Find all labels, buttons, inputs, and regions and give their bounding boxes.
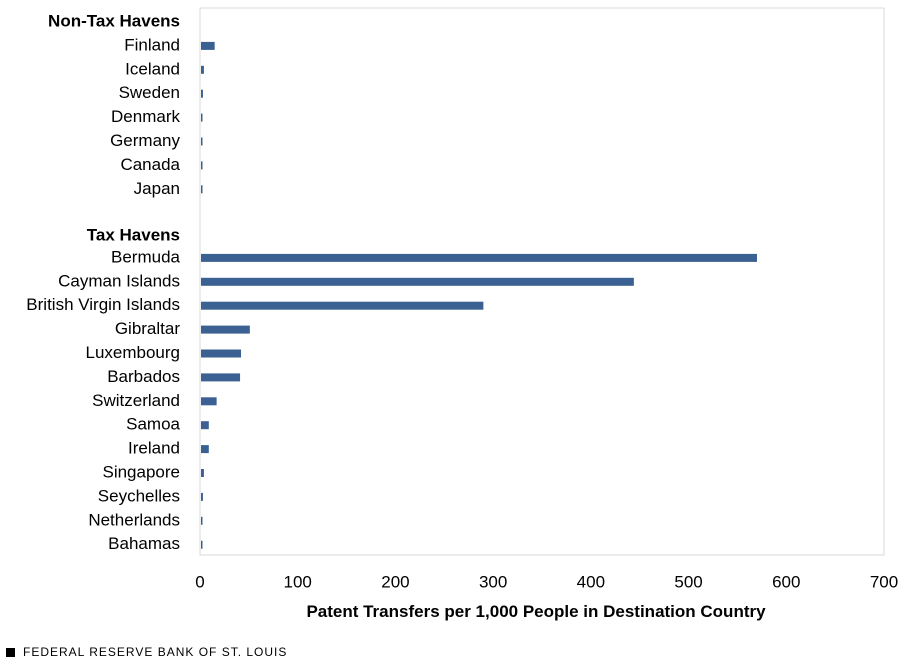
- bar-japan: [201, 185, 203, 194]
- category-label-samoa: Samoa: [126, 415, 180, 434]
- category-label-switzerland: Switzerland: [92, 391, 180, 410]
- bar-germany: [201, 137, 203, 146]
- bar-luxembourg: [201, 349, 242, 358]
- bar-netherlands: [201, 516, 203, 525]
- bar-iceland: [201, 65, 204, 74]
- category-label-bahamas: Bahamas: [108, 534, 180, 553]
- category-label-luxembourg: Luxembourg: [85, 343, 180, 362]
- x-tick-label-500: 500: [674, 572, 702, 591]
- category-label-cayman-islands: Cayman Islands: [58, 271, 180, 290]
- category-label-gibraltar: Gibraltar: [115, 319, 181, 338]
- bar-denmark: [201, 113, 203, 122]
- bar-seychelles: [201, 492, 203, 501]
- bar-finland: [201, 41, 215, 50]
- group-label-non-tax-havens: Non-Tax Havens: [48, 11, 180, 30]
- bar-sweden: [201, 89, 203, 98]
- bar-switzerland: [201, 397, 217, 406]
- category-label-bermuda: Bermuda: [111, 247, 181, 266]
- footer-source: FEDERAL RESERVE BANK OF ST. LOUIS: [23, 645, 288, 659]
- bars-layer: [201, 41, 757, 549]
- bar-samoa: [201, 421, 209, 430]
- bar-british-virgin-islands: [201, 301, 484, 310]
- x-tick-label-100: 100: [284, 572, 312, 591]
- category-label-sweden: Sweden: [119, 83, 180, 102]
- x-tick-label-700: 700: [870, 572, 898, 591]
- chart: Non-Tax Havens Finland Iceland Sweden Denmar…: [26, 7, 898, 621]
- x-tick-label-300: 300: [479, 572, 507, 591]
- category-label-netherlands: Netherlands: [88, 510, 180, 529]
- bar-bahamas: [201, 540, 203, 549]
- category-label-ireland: Ireland: [128, 439, 180, 458]
- bar-ireland: [201, 445, 209, 454]
- footer: FEDERAL RESERVE BANK OF ST. LOUIS: [6, 644, 287, 660]
- category-label-finland: Finland: [124, 35, 180, 54]
- x-tick-label-200: 200: [381, 572, 409, 591]
- category-labels-layer: Non-Tax Havens Finland Iceland Sweden Denmar…: [26, 11, 180, 553]
- footer-square-icon: [6, 647, 15, 657]
- category-label-japan: Japan: [134, 179, 180, 198]
- bar-singapore: [201, 469, 204, 477]
- x-axis-title: Patent Transfers per 1,000 People in Des…: [306, 602, 766, 621]
- category-label-iceland: Iceland: [125, 59, 180, 78]
- bar-bermuda: [201, 253, 757, 262]
- category-label-canada: Canada: [120, 155, 180, 174]
- bar-barbados: [201, 373, 241, 382]
- x-tick-label-0: 0: [195, 572, 204, 591]
- group-label-tax-havens: Tax Havens: [87, 225, 180, 244]
- x-tick-label-400: 400: [577, 572, 605, 591]
- category-label-germany: Germany: [110, 131, 180, 150]
- bar-gibraltar: [201, 325, 250, 334]
- x-tick-label-600: 600: [772, 572, 800, 591]
- category-label-singapore: Singapore: [102, 462, 180, 481]
- category-label-seychelles: Seychelles: [98, 486, 180, 505]
- category-label-british-virgin-islands: British Virgin Islands: [26, 295, 180, 314]
- category-label-barbados: Barbados: [107, 367, 180, 386]
- bar-canada: [201, 161, 203, 170]
- x-tick-labels-layer: 0 100 200 300 400 500 600 700: [195, 572, 898, 591]
- category-label-denmark: Denmark: [111, 107, 180, 126]
- bar-cayman-islands: [201, 277, 634, 286]
